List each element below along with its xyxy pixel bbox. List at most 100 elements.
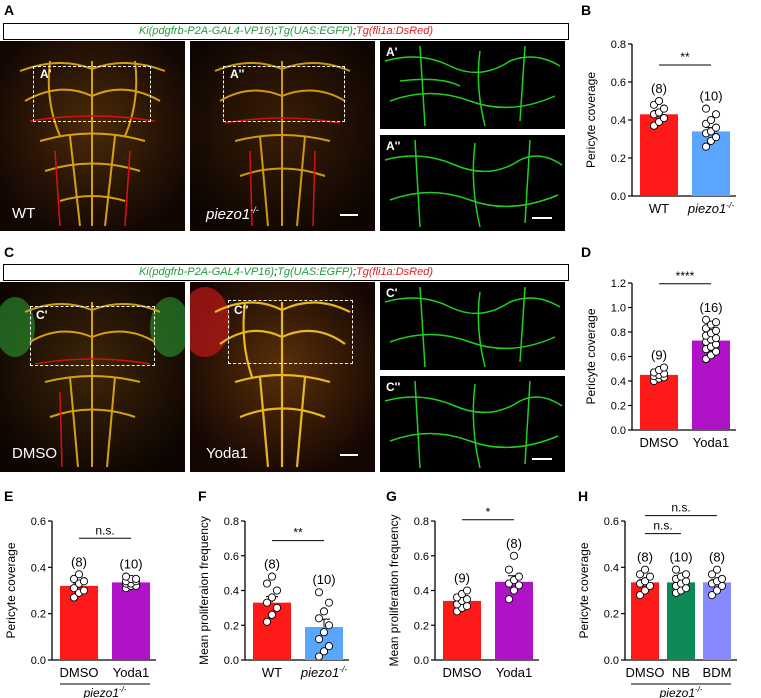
y-tick-label: 0.4 (414, 586, 429, 598)
label-dmso: DMSO (12, 445, 57, 462)
data-point (701, 142, 711, 151)
data-point (640, 565, 650, 574)
banner-sep: ; (274, 266, 278, 278)
data-point (659, 104, 669, 113)
scale-bar (340, 454, 358, 456)
y-tick-label: 0.4 (611, 376, 626, 388)
roi-box-a1 (33, 66, 151, 122)
n-label: (10) (699, 89, 722, 104)
significance-label: **** (676, 269, 695, 283)
data-point (69, 574, 79, 583)
banner-sep: ; (274, 25, 278, 37)
data-point (711, 326, 721, 335)
label-wt: WT (12, 205, 36, 222)
y-tick-label: 1.0 (611, 303, 626, 315)
data-point (319, 647, 329, 656)
banner-mid-text: Tg(UAS:EGFP) (277, 25, 353, 37)
data-point (712, 565, 722, 574)
panel-letter-c: C (4, 244, 15, 260)
banner-green-text: Ki(pdgfrb-P2A-GAL4-VP16) (138, 266, 275, 278)
roi-box-a2 (223, 66, 345, 122)
data-point (262, 617, 272, 626)
y-axis-label: Mean proliferaion frequency (197, 516, 211, 665)
data-point (267, 593, 277, 602)
n-label: (8) (71, 554, 87, 569)
y-axis-label: Pericyte coverage (584, 72, 598, 168)
roi-label-a2: A'' (230, 67, 245, 81)
micro-dmso: C' DMSO (0, 282, 185, 472)
y-tick-label: 0.0 (224, 655, 239, 667)
data-point (514, 572, 524, 581)
y-tick-label: 0.8 (224, 516, 239, 528)
chart-f: 0.0 0.2 0.4 0.6 0.8 Mean proliferaion frequen… (197, 516, 349, 680)
data-point (121, 572, 131, 581)
micro-inset-app: A'' (380, 135, 565, 231)
data-point (324, 642, 334, 651)
panel-letter-e: E (4, 488, 14, 504)
y-axis-label: Pericyte coverage (4, 542, 18, 638)
data-point (659, 114, 669, 123)
data-point (640, 586, 650, 595)
data-point (131, 574, 141, 583)
label-piezo1: piezo1-/- (206, 205, 259, 223)
scale-bar (340, 214, 358, 216)
data-point (717, 574, 727, 583)
data-point (272, 586, 282, 595)
data-point (711, 318, 721, 327)
y-tick-label: 0.4 (611, 115, 626, 127)
panel-letter-d: D (581, 244, 592, 260)
data-point (504, 595, 514, 604)
data-point (707, 591, 717, 600)
data-point (514, 581, 524, 590)
significance-label: ** (680, 50, 690, 64)
chart-g: 0.0 0.2 0.4 0.6 0.8 Mean proliferation freque… (387, 505, 539, 680)
data-point (645, 581, 655, 590)
n-label: (10) (669, 550, 692, 565)
scale-bar (532, 217, 552, 219)
y-tick-label: 0.6 (414, 551, 429, 563)
roi-label-c1: C' (36, 308, 48, 322)
data-point (462, 595, 472, 604)
y-tick-label: 0.2 (31, 609, 46, 621)
data-point (509, 551, 519, 560)
n-label: (9) (651, 348, 667, 363)
chart-d: 0.0 0.2 0.4 0.6 0.8 1.0 1.2 Pericyte coverage (9… (584, 269, 736, 450)
inset-label-ap: A' (386, 45, 398, 59)
y-tick-label: 0.0 (414, 655, 429, 667)
x-tick-label: DMSO (626, 665, 665, 680)
panel-letter-g: G (386, 488, 397, 504)
label-yoda1: Yoda1 (206, 445, 248, 462)
y-tick-label: 0.2 (414, 620, 429, 632)
genotype-banner-top: Ki(pdgfrb-P2A-GAL4-VP16);Tg(UAS:EGFP);Tg… (3, 23, 569, 40)
data-point (314, 635, 324, 644)
x-tick-label: piezo1-/- (300, 664, 347, 680)
y-axis-label: Pericyte coverage (577, 542, 591, 638)
x-tick-label: Yoda1 (693, 435, 729, 450)
y-tick-label: 0.6 (31, 516, 46, 528)
micro-wt: A' WT (0, 41, 185, 231)
label-piezo1-base: piezo1 (206, 206, 251, 223)
data-point (671, 565, 681, 574)
y-tick-label: 0.8 (611, 39, 626, 51)
label-piezo1-sup: -/- (250, 205, 259, 215)
micro-inset-cpp: C'' (380, 376, 565, 472)
chart-e: 0.0 0.2 0.4 0.6 Pericyte coverage (8) DMSO (10)… (4, 516, 156, 698)
data-point (272, 603, 282, 612)
n-label: (10) (119, 557, 142, 572)
data-point (262, 598, 272, 607)
roi-label-a1: A' (40, 67, 52, 81)
n-label: (8) (264, 557, 280, 572)
inset-label-app: A'' (386, 139, 401, 153)
genotype-banner-bottom: Ki(pdgfrb-P2A-GAL4-VP16);Tg(UAS:EGFP);Tg… (3, 264, 569, 281)
y-tick-label: 0.8 (414, 516, 429, 528)
y-tick-label: 0.0 (31, 655, 46, 667)
roi-label-c2: C'' (234, 303, 249, 317)
bar (112, 582, 150, 660)
data-point (504, 565, 514, 574)
data-point (69, 593, 79, 602)
significance-label: n.s. (671, 505, 690, 515)
n-label: (9) (454, 571, 470, 586)
data-point (74, 570, 84, 579)
chart-b: 0.0 0.2 0.4 0.6 0.8 Pericyte coverage (8) WT (10… (584, 39, 736, 216)
micro-inset-ap: A' (380, 41, 565, 129)
